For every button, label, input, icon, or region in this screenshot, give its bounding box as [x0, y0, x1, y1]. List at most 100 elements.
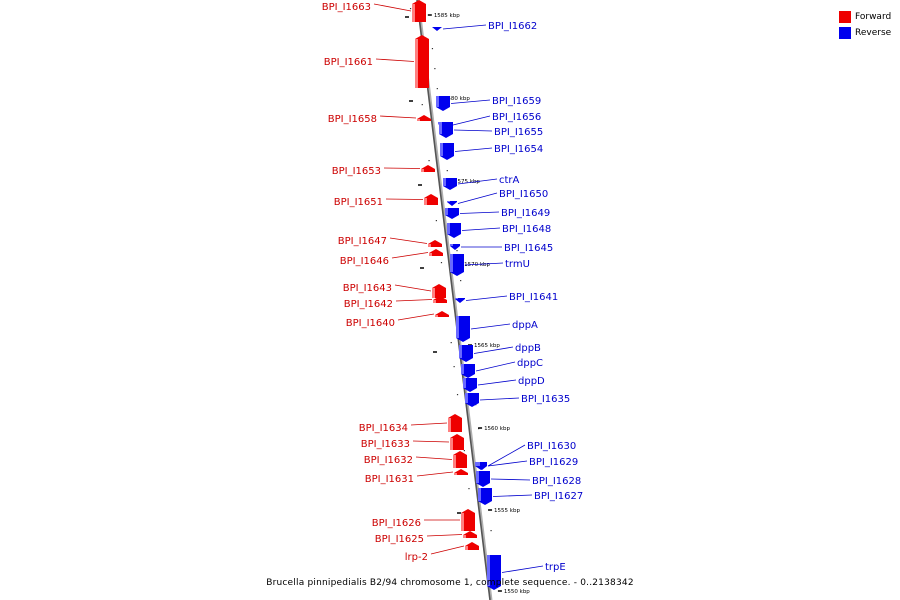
forward-gene-label: BPI_I1661 [324, 57, 373, 68]
forward-gene-shape [417, 115, 431, 121]
reverse-label-leader [487, 460, 528, 467]
reverse-gene-label: BPI_I1655 [494, 127, 543, 138]
reverse-label-leader [450, 99, 491, 104]
forward-gene-shape [424, 194, 438, 205]
forward-swatch [839, 10, 851, 23]
forward-label-leader [375, 58, 415, 62]
reverse-gene-shape [436, 96, 450, 111]
forward-label-leader [426, 534, 463, 537]
reverse-gene-highlight [461, 364, 464, 374]
forward-gene-label: BPI_I1651 [334, 197, 383, 208]
reverse-gene-label: BPI_I1641 [509, 292, 558, 303]
reverse-gene-label: BPI_I1654 [494, 144, 543, 155]
reverse-label-leader [457, 178, 498, 185]
axis-marker [453, 366, 455, 368]
forward-gene-label: BPI_I1647 [338, 236, 387, 247]
forward-gene-highlight [435, 315, 438, 317]
forward-gene-label: BPI_I1653 [332, 166, 381, 177]
forward-gene-label: BPI_I1663 [322, 2, 371, 13]
forward-gene-label: BPI_I1625 [375, 534, 424, 545]
axis-marker [428, 160, 430, 162]
forward-label-leader [415, 456, 453, 460]
reverse-gene-shape [432, 27, 442, 31]
forward-gene-highlight [429, 253, 432, 256]
reverse-gene-shape [465, 393, 479, 407]
forward-label-leader [416, 471, 454, 477]
legend-reverse-label: Reverse [855, 27, 892, 38]
reverse-gene-label: BPI_I1662 [488, 21, 537, 32]
forward-gene-label: BPI_I1642 [344, 299, 393, 310]
reverse-gene-label: BPI_I1629 [529, 457, 578, 468]
reverse-gene-label: BPI_I1630 [527, 441, 576, 452]
axis-marker [490, 530, 492, 532]
axis-marker [431, 48, 434, 50]
forward-label-leader [379, 115, 417, 119]
forward-gene-shape [429, 249, 443, 256]
axis-marker [446, 170, 448, 172]
axis-marker [468, 488, 470, 490]
map-caption: Brucella pinnipedialis B2/94 chromosome … [266, 578, 634, 588]
reverse-gene-highlight [450, 244, 453, 246]
forward-gene-shape [412, 0, 426, 22]
reverse-gene-label: dppA [512, 320, 538, 331]
reverse-label-leader [479, 397, 520, 401]
forward-label-leader [394, 284, 432, 292]
reverse-gene-shape [463, 378, 477, 392]
forward-gene-shape [454, 469, 468, 475]
legend-forward-label: Forward [855, 11, 892, 22]
reverse-gene-shape [478, 488, 492, 505]
tick-label: 1585 kbp [434, 13, 460, 19]
reverse-gene-label: dppC [517, 358, 543, 369]
axis-marker [421, 104, 423, 106]
tick-label: 1550 kbp [504, 589, 530, 595]
reverse-gene-shape [459, 345, 473, 362]
reverse-label-leader [461, 227, 501, 231]
axis-marker [436, 88, 438, 90]
reverse-gene-shape [476, 471, 490, 487]
reverse-gene-highlight [459, 345, 462, 358]
reverse-gene-label: BPI_I1635 [521, 394, 570, 405]
reverse-gene-shape [450, 254, 464, 276]
reverse-label-leader [453, 129, 493, 132]
reverse-gene-label: BPI_I1628 [532, 476, 581, 487]
tick-label: 1570 kbp [464, 262, 490, 268]
reverse-gene-label: BPI_I1659 [492, 96, 541, 107]
reverse-gene-label: dppD [518, 376, 545, 387]
tick-label: 1555 kbp [494, 508, 520, 514]
reverse-gene-label: BPI_I1627 [534, 491, 583, 502]
reverse-label-leader [490, 478, 531, 481]
reverse-gene-label: BPI_I1650 [499, 189, 548, 200]
reverse-gene-highlight [447, 223, 450, 234]
forward-gene-shape [428, 240, 442, 247]
reverse-label-leader [477, 379, 517, 386]
reverse-gene-highlight [477, 462, 480, 466]
forward-gene-highlight [412, 4, 415, 22]
forward-gene-highlight [454, 473, 457, 475]
forward-gene-highlight [463, 535, 466, 538]
axis-marker [460, 280, 462, 282]
reverse-gene-highlight [476, 471, 479, 483]
reverse-gene-shape [447, 223, 461, 238]
reverse-gene-highlight [465, 393, 468, 403]
reverse-gene-shape [440, 143, 454, 160]
forward-label-leader [391, 252, 429, 259]
axis-marker [440, 262, 443, 264]
forward-label-leader [397, 313, 435, 321]
reverse-label-leader [442, 24, 487, 30]
tick-label: 1580 kbp [444, 96, 470, 102]
forward-label-leader [412, 440, 450, 443]
forward-gene-label: BPI_I1632 [364, 455, 413, 466]
legend: Forward Reverse [839, 9, 891, 41]
forward-gene-highlight [415, 39, 418, 88]
forward-gene-shape [453, 451, 467, 468]
reverse-gene-highlight [439, 122, 442, 134]
reverse-gene-label: ctrA [499, 175, 520, 186]
forward-label-leader [385, 198, 424, 200]
reverse-label-leader [465, 295, 508, 301]
chromosome-axis [416, 0, 491, 600]
forward-gene-highlight [433, 300, 436, 303]
reverse-label-leader [475, 361, 516, 372]
forward-gene-shape [433, 296, 447, 303]
reverse-label-leader [464, 262, 504, 266]
axis-marker [435, 220, 437, 222]
